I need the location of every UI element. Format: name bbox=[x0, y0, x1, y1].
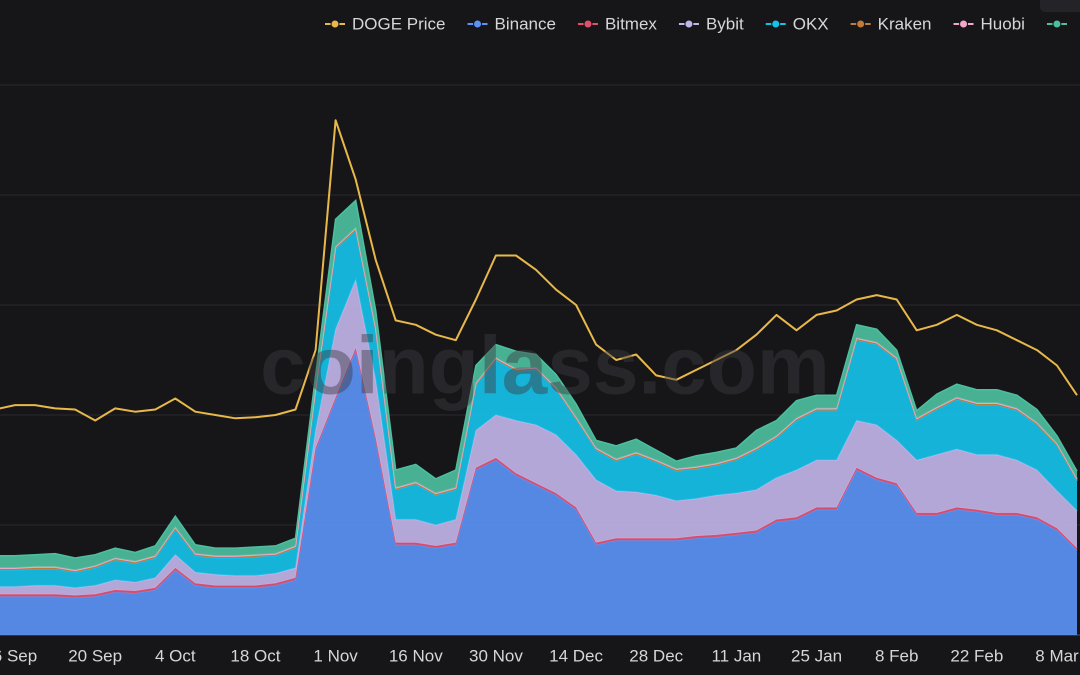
x-tick-label: 16 Nov bbox=[389, 646, 443, 665]
legend-item[interactable]: Huobi bbox=[953, 14, 1025, 33]
legend[interactable]: DOGE Price Binance Bitmex Bybit OKX Kraken Huo… bbox=[325, 14, 1067, 33]
legend-item[interactable]: OKX bbox=[765, 14, 829, 33]
legend-label: Bybit bbox=[706, 14, 744, 33]
x-axis: 6 Sep 20 Sep 4 Oct 18 Oct 1 Nov 16 Nov 30 Nov 1… bbox=[0, 646, 1079, 665]
area-edge bbox=[0, 199, 1078, 559]
legend-item[interactable]: DOGE Price bbox=[325, 14, 446, 33]
area bbox=[0, 279, 1077, 596]
legend-icon-dot bbox=[856, 19, 866, 29]
x-tick-label: 20 Sep bbox=[68, 646, 122, 665]
legend-icon-dot bbox=[684, 19, 694, 29]
watermark: coinglass.com bbox=[260, 321, 830, 412]
legend-icon-dot bbox=[959, 19, 969, 29]
x-tick-label: 1 Nov bbox=[313, 646, 358, 665]
x-tick-label: 14 Dec bbox=[549, 646, 603, 665]
x-tick-label: 6 Sep bbox=[0, 646, 37, 665]
legend-icon-dot bbox=[330, 19, 340, 29]
x-tick-label: 8 Mar bbox=[1035, 646, 1079, 665]
legend-icon-dot bbox=[1052, 19, 1062, 29]
legend-item[interactable]: Binance bbox=[467, 14, 556, 33]
legend-item[interactable]: Bitmex bbox=[577, 14, 657, 33]
legend-icon-dot bbox=[583, 19, 593, 29]
areas bbox=[0, 199, 1078, 635]
legend-label: OKX bbox=[793, 14, 829, 33]
corner-button[interactable] bbox=[1040, 0, 1080, 12]
lines bbox=[0, 119, 1078, 422]
legend-item[interactable]: Bybit bbox=[678, 14, 744, 33]
x-tick-label: 8 Feb bbox=[875, 646, 918, 665]
x-tick-label: 11 Jan bbox=[711, 646, 761, 665]
legend-icon-dot bbox=[771, 19, 781, 29]
legend-item[interactable] bbox=[1046, 19, 1067, 29]
x-tick-label: 25 Jan bbox=[791, 646, 842, 665]
area bbox=[0, 230, 1077, 588]
x-tick-label: 28 Dec bbox=[629, 646, 683, 665]
legend-icon-dot bbox=[473, 19, 483, 29]
legend-label: Huobi bbox=[981, 14, 1025, 33]
legend-label: Kraken bbox=[878, 14, 932, 33]
legend-item[interactable]: Kraken bbox=[850, 14, 932, 33]
x-tick-label: 22 Feb bbox=[950, 646, 1003, 665]
legend-label: Bitmex bbox=[605, 14, 657, 33]
legend-label: DOGE Price bbox=[352, 14, 446, 33]
price-line bbox=[0, 119, 1078, 422]
x-tick-label: 18 Oct bbox=[230, 646, 280, 665]
legend-label: Binance bbox=[495, 14, 556, 33]
x-tick-label: 4 Oct bbox=[155, 646, 196, 665]
area bbox=[0, 350, 1077, 635]
x-tick-label: 30 Nov bbox=[469, 646, 523, 665]
